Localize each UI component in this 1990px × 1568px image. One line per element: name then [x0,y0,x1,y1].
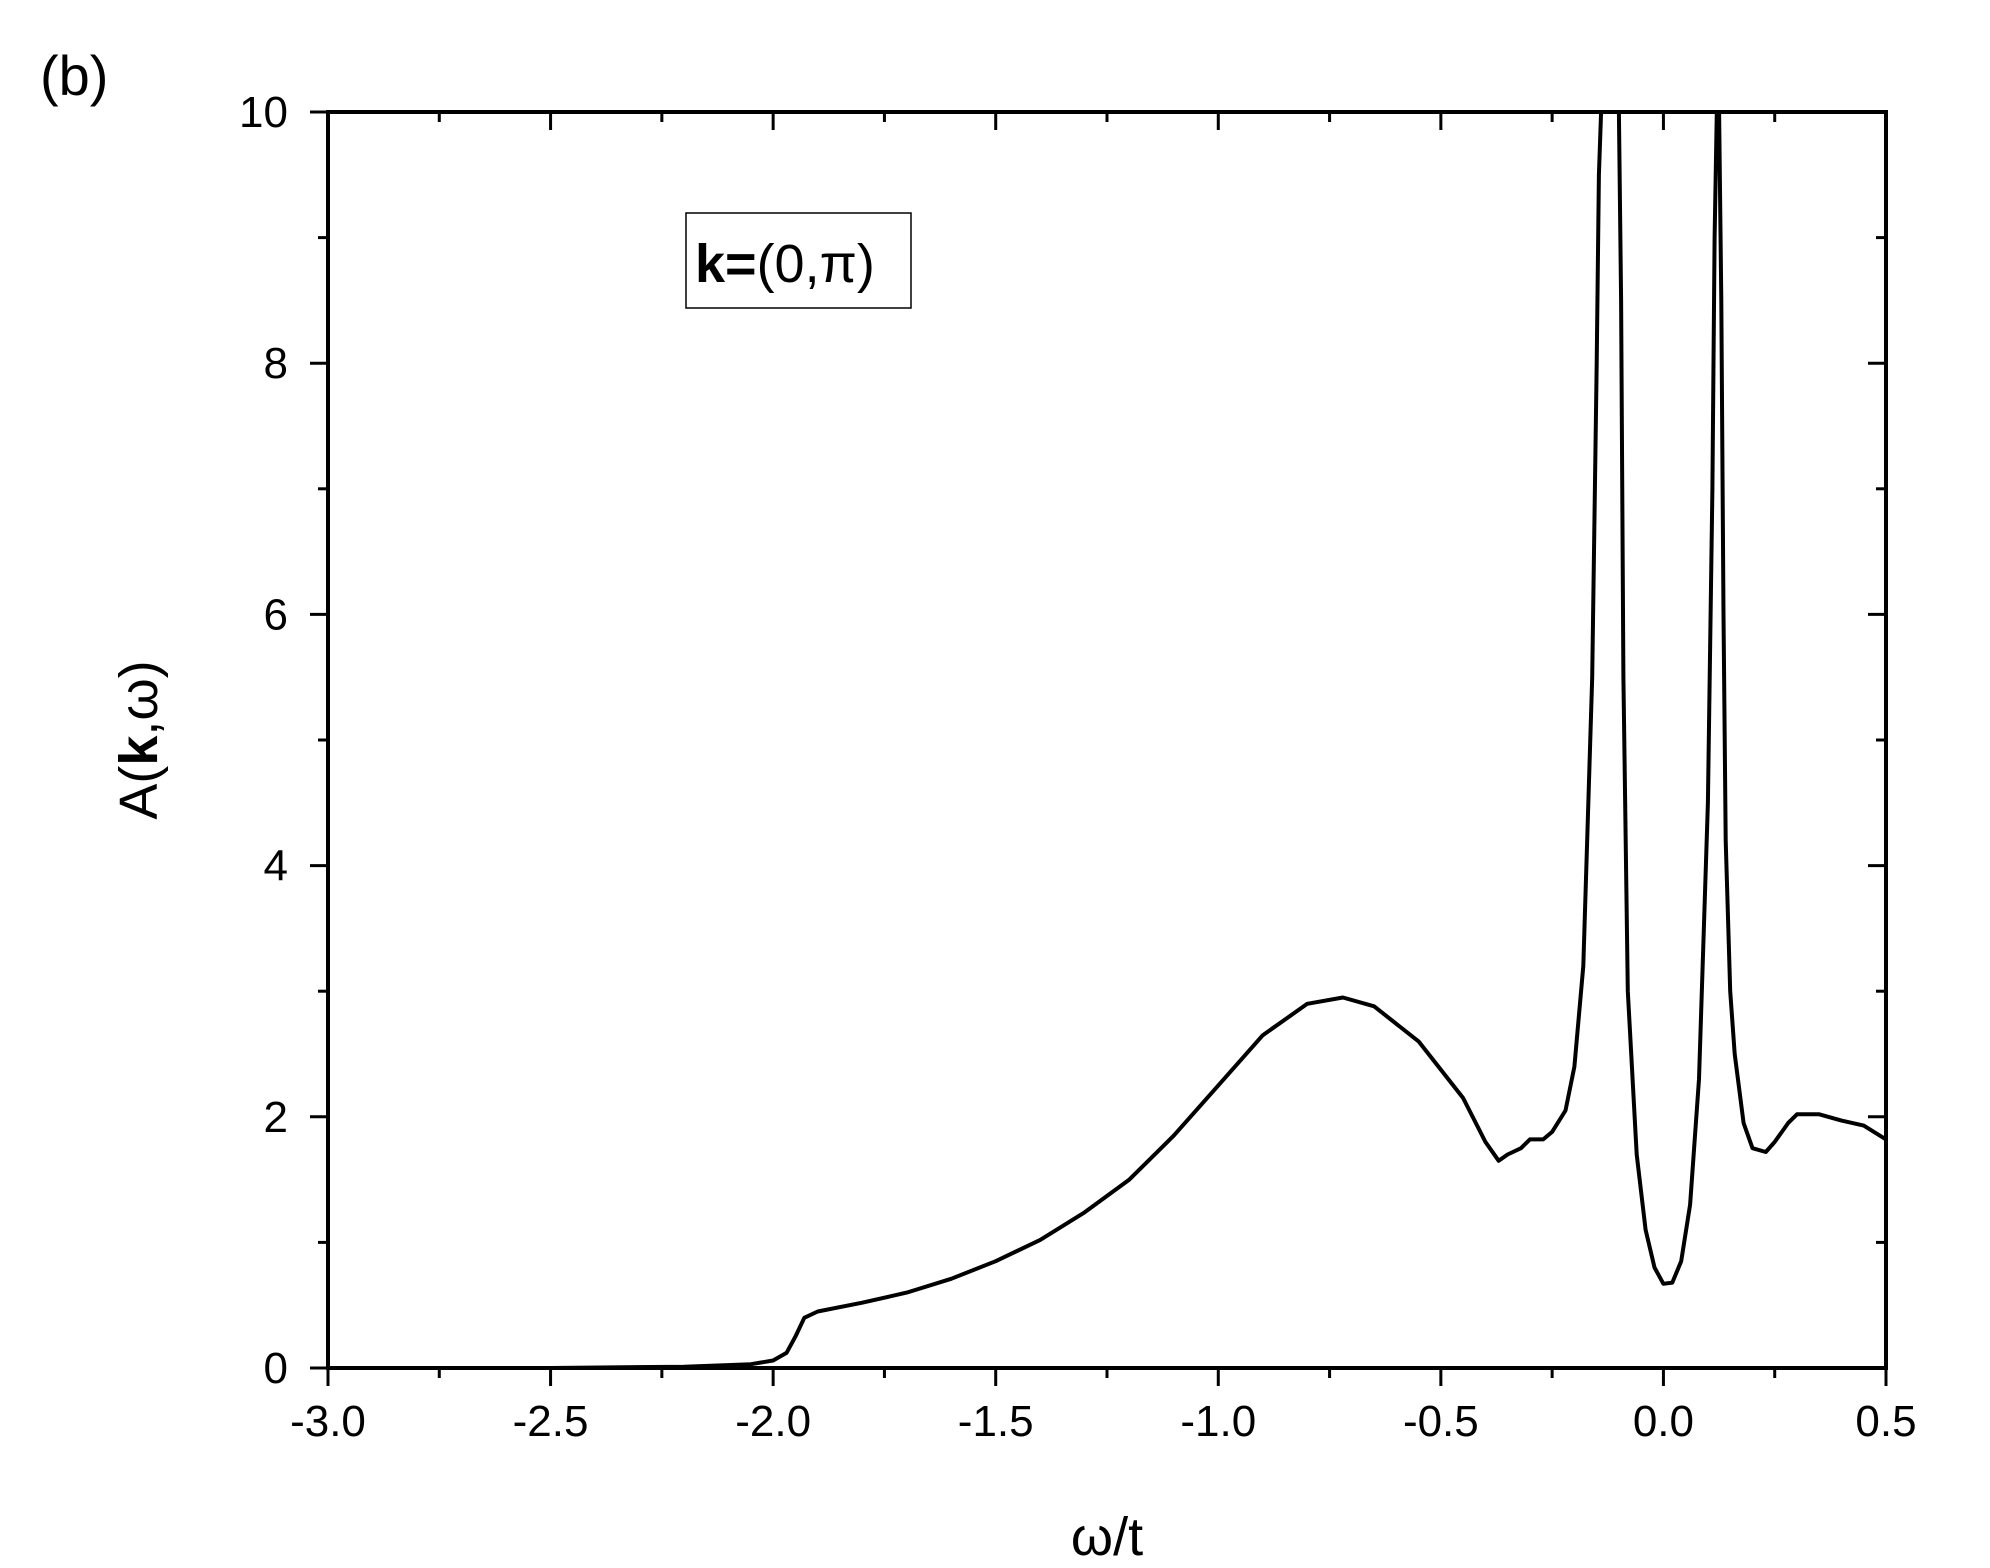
y-label-bold: k [109,735,169,766]
x-tick-label: -2.0 [735,1397,811,1446]
y-tick-label: 10 [239,88,288,137]
panel-label: (b) [40,44,108,107]
tick-marks [310,110,1888,1386]
svg-text:k=(0,π): k=(0,π) [695,234,875,294]
x-tick-labels: -3.0 -2.5 -2.0 -1.5 -1.0 -0.5 0.0 0.5 [290,1397,1917,1446]
k-annotation-box: k=(0,π) [685,212,912,309]
x-tick-label: -0.5 [1403,1397,1479,1446]
x-tick-label: 0.5 [1855,1397,1916,1446]
y-tick-label: 4 [264,842,288,891]
y-tick-label: 2 [264,1093,288,1142]
x-tick-label: -1.5 [958,1397,1034,1446]
y-label-suffix: ,ω) [109,660,169,735]
y-tick-labels: 0 2 4 6 8 10 [239,88,288,1393]
x-axis-label: ω/t [1071,1507,1143,1567]
plot-frame [326,110,1888,1370]
x-tick-label: 0.0 [1633,1397,1694,1446]
x-tick-label: -1.0 [1180,1397,1256,1446]
annotation-bold: k= [695,234,757,294]
x-tick-label: -2.5 [513,1397,589,1446]
y-label-prefix: A( [109,766,169,820]
spectral-curve [328,110,1888,1370]
y-tick-label: 6 [264,590,288,639]
y-axis-label: A(k,ω) [109,660,169,819]
x-tick-label: -3.0 [290,1397,366,1446]
annotation-text: (0,π) [757,234,875,294]
y-tick-label: 0 [264,1344,288,1393]
y-tick-label: 8 [264,339,288,388]
